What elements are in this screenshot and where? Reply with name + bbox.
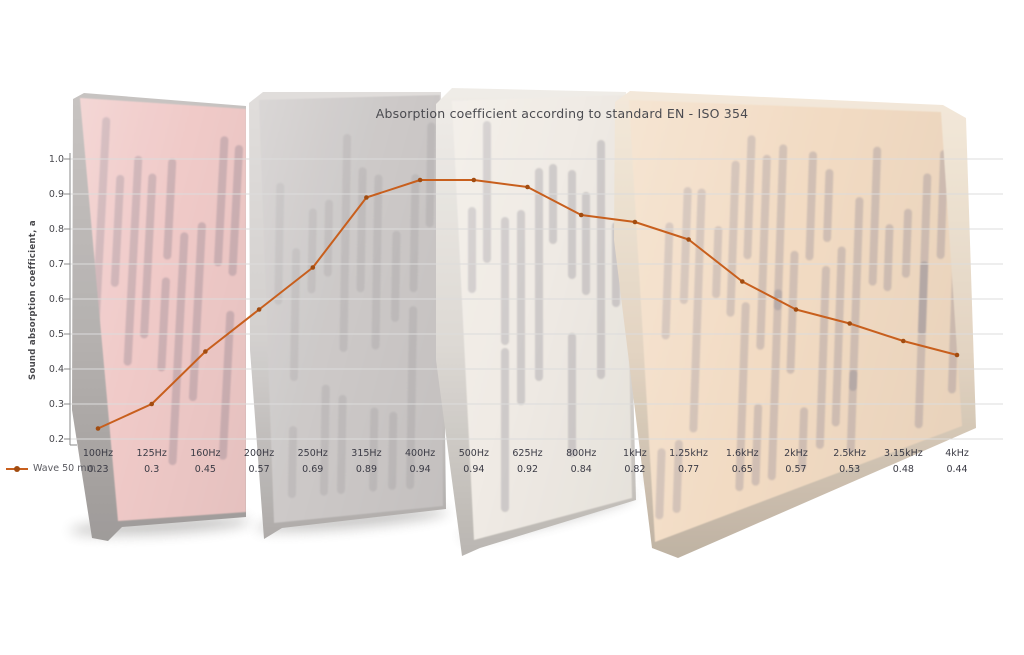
value-label: 0.94 [463, 464, 485, 475]
value-label: 0.94 [409, 464, 431, 475]
value-label: 0.23 [87, 464, 109, 475]
y-tick-label: 0.9 [48, 188, 64, 200]
series-line [97, 179, 958, 430]
chart-title: Absorption coefficient according to stan… [375, 106, 749, 121]
x-category-label: 400Hz [404, 448, 436, 459]
panel-face [259, 95, 443, 523]
acoustic-panel-red [72, 93, 246, 541]
value-label: 0.89 [355, 464, 378, 475]
value-label: 0.82 [624, 464, 646, 475]
x-category-label: 4kHz [945, 448, 969, 459]
acoustic-panel-wood [614, 91, 976, 558]
x-category-label: 250Hz [297, 448, 328, 459]
x-category-label: 625Hz [512, 448, 543, 459]
y-tick-label: 0.3 [48, 398, 64, 410]
legend-label: Wave 50 mm [33, 463, 96, 474]
x-category-label: 1.6kHz [725, 448, 759, 459]
x-category-label: 1.25kHz [669, 448, 708, 459]
y-axis [64, 153, 77, 446]
panel-face [452, 95, 632, 540]
legend-item[interactable]: Wave 50 mm [6, 462, 96, 475]
acoustic-panel-white [436, 88, 636, 556]
y-tick-label: 0.2 [48, 433, 64, 445]
panel-face [80, 98, 246, 521]
x-category-label: 2kHz [784, 448, 808, 459]
x-category-label: 1kHz [623, 448, 647, 459]
value-label: 0.3 [144, 464, 160, 475]
x-category-label: 125Hz [136, 448, 167, 459]
y-tick-label: 0.5 [48, 328, 64, 340]
x-category-label: 315Hz [351, 448, 382, 459]
value-label: 0.92 [516, 464, 539, 475]
x-category-label: 100Hz [82, 448, 114, 459]
legend-dot-icon [14, 465, 20, 472]
value-label: 0.84 [570, 464, 592, 475]
x-category-label: 3.15kHz [883, 448, 923, 459]
y-tick-label: 0.4 [48, 363, 64, 375]
acoustic-panel-grey [249, 92, 446, 539]
value-label: 0.57 [785, 464, 807, 475]
value-label: 0.53 [839, 464, 861, 475]
gridlines [70, 158, 1003, 440]
x-category-label: 2.5kHz [833, 448, 867, 459]
value-label: 0.69 [302, 464, 324, 475]
x-category-label: 500Hz [458, 448, 489, 459]
y-tick-label: 0.6 [48, 293, 64, 305]
x-category-label: 160Hz [190, 448, 221, 459]
value-label: 0.45 [194, 464, 216, 475]
value-label: 0.65 [731, 464, 753, 475]
value-label: 0.77 [678, 464, 700, 475]
y-tick-label: 1.0 [48, 153, 64, 165]
data-point-markers [95, 177, 960, 431]
y-tick-label: 0.8 [48, 223, 64, 235]
value-label: 0.57 [248, 464, 270, 475]
x-category-label: 200Hz [243, 448, 275, 459]
legend-line-marker [6, 465, 28, 472]
value-label: 0.44 [946, 464, 968, 475]
value-label: 0.48 [892, 464, 914, 475]
x-category-label: 800Hz [566, 448, 597, 459]
y-tick-label: 0.7 [48, 258, 64, 270]
